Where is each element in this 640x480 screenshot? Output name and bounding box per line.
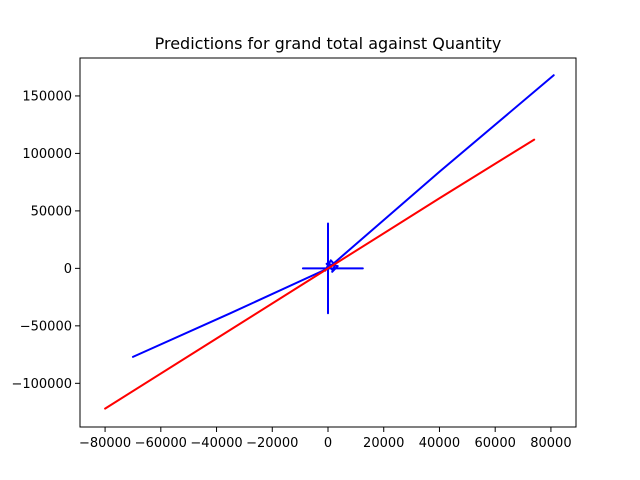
y-tick-label: 150000: [22, 89, 72, 104]
y-tick-label: −50000: [20, 319, 72, 334]
y-tick-label: 0: [64, 262, 72, 277]
series-0-line-0: [131, 74, 555, 358]
x-axis: −80000 −60000 −40000 −20000 0 20000 40000 60000…: [79, 427, 572, 451]
series-1-line-0: [104, 138, 536, 410]
series-layer: [104, 74, 555, 410]
chart-title: Predictions for grand total against Quan…: [155, 34, 502, 53]
y-tick-label: 50000: [31, 204, 72, 219]
x-tick-label: 40000: [419, 436, 460, 451]
series-0-line-3: [324, 259, 339, 273]
y-tick-label: 100000: [22, 147, 72, 162]
y-axis: −100000 −50000 0 50000 100000 150000: [11, 89, 80, 392]
x-tick-label: 20000: [363, 436, 404, 451]
x-tick-label: 60000: [475, 436, 516, 451]
x-tick-label: −80000: [79, 436, 131, 451]
x-tick-label: −60000: [135, 436, 187, 451]
x-tick-label: 80000: [530, 436, 571, 451]
x-tick-label: −40000: [190, 436, 242, 451]
x-tick-label: −20000: [246, 436, 298, 451]
x-tick-label: 0: [324, 436, 332, 451]
y-tick-label: −100000: [11, 377, 72, 392]
